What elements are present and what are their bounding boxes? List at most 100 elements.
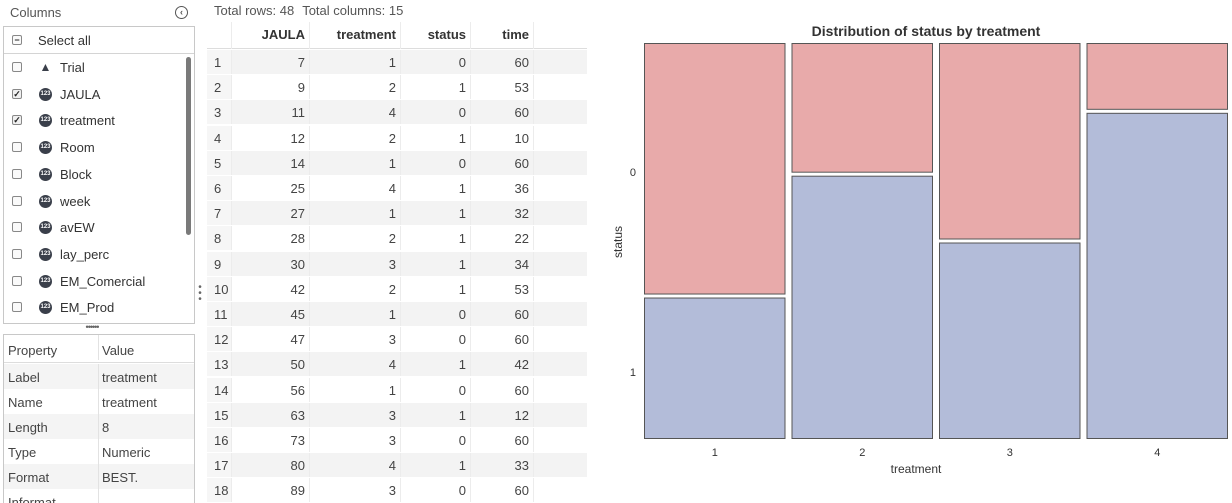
- column-checkbox[interactable]: ✓: [12, 115, 22, 126]
- table-cell[interactable]: 60: [514, 382, 529, 398]
- table-cell[interactable]: 10: [514, 130, 529, 146]
- column-header-status[interactable]: status: [427, 27, 466, 42]
- table-cell[interactable]: 4: [388, 105, 396, 121]
- table-cell[interactable]: 42: [290, 281, 305, 297]
- table-cell[interactable]: 42: [514, 357, 529, 373]
- table-cell[interactable]: 60: [514, 433, 529, 448]
- table-cell[interactable]: 1: [458, 281, 466, 297]
- table-cell[interactable]: 32: [514, 206, 529, 222]
- table-cell[interactable]: 0: [458, 433, 466, 448]
- table-row[interactable]: 11 45 1 0 60: [207, 302, 587, 326]
- table-cell[interactable]: 60: [514, 155, 529, 171]
- table-cell[interactable]: 12: [514, 407, 529, 423]
- table-cell[interactable]: 60: [514, 307, 529, 322]
- table-cell[interactable]: 1: [458, 206, 466, 222]
- table-cell[interactable]: 4: [388, 181, 396, 196]
- column-list-item[interactable]: ✓ 123 treatment: [4, 107, 194, 134]
- table-row[interactable]: 9 30 3 1 34: [207, 251, 587, 276]
- table-cell[interactable]: 2: [388, 130, 396, 146]
- table-cell[interactable]: 45: [290, 307, 305, 322]
- column-checkbox[interactable]: [12, 168, 22, 179]
- table-cell[interactable]: 0: [458, 55, 466, 70]
- table-cell[interactable]: 0: [458, 483, 466, 499]
- table-cell[interactable]: 1: [458, 80, 466, 96]
- table-cell[interactable]: 0: [458, 307, 466, 322]
- table-cell[interactable]: 4: [388, 357, 396, 373]
- table-cell[interactable]: 36: [514, 181, 529, 196]
- table-cell[interactable]: 28: [290, 231, 305, 247]
- column-list-scrollbar[interactable]: [186, 57, 191, 235]
- column-list-item[interactable]: 123 EM_Prod: [4, 294, 194, 321]
- table-cell[interactable]: 1: [458, 231, 466, 247]
- table-cell[interactable]: 0: [458, 155, 466, 171]
- vertical-splitter-handle[interactable]: • • •: [198, 282, 202, 305]
- table-cell[interactable]: 14: [290, 155, 305, 171]
- table-cell[interactable]: 53: [514, 80, 529, 96]
- column-list-item[interactable]: 123 week: [4, 188, 194, 215]
- table-cell[interactable]: 3: [388, 433, 396, 448]
- column-checkbox[interactable]: [12, 62, 22, 72]
- table-cell[interactable]: 11: [291, 105, 306, 121]
- table-row[interactable]: 4 12 2 1 10: [207, 125, 587, 150]
- column-checkbox[interactable]: [12, 275, 22, 286]
- table-row[interactable]: 8 28 2 1 22: [207, 226, 587, 251]
- column-list-item[interactable]: 123 lay_perc: [4, 241, 194, 268]
- select-all-checkbox[interactable]: −: [12, 35, 22, 45]
- column-list-item[interactable]: 123 EM_Comercial: [4, 268, 194, 295]
- table-cell[interactable]: 1: [388, 55, 396, 70]
- table-cell[interactable]: 1: [458, 458, 466, 474]
- column-list-item[interactable]: 123 Room: [4, 134, 194, 161]
- column-header-jaula[interactable]: JAULA: [261, 27, 305, 42]
- table-cell[interactable]: 0: [458, 382, 466, 398]
- table-row[interactable]: 15 63 3 1 12: [207, 402, 587, 427]
- table-row[interactable]: 5 14 1 0 60: [207, 150, 587, 175]
- table-cell[interactable]: 27: [290, 206, 305, 222]
- table-cell[interactable]: 12: [290, 130, 305, 146]
- table-cell[interactable]: 34: [514, 256, 529, 272]
- table-cell[interactable]: 0: [458, 332, 466, 348]
- table-cell[interactable]: 50: [290, 357, 305, 373]
- table-cell[interactable]: 3: [388, 407, 396, 423]
- table-cell[interactable]: 2: [388, 281, 396, 297]
- column-header-time[interactable]: time: [502, 27, 529, 42]
- table-row[interactable]: 3 11 4 0 60: [207, 100, 587, 125]
- table-cell[interactable]: 53: [514, 281, 529, 297]
- column-list-item[interactable]: ✓ 123 JAULA: [4, 81, 194, 108]
- table-cell[interactable]: 73: [290, 433, 305, 448]
- column-list-item[interactable]: 123 Block: [4, 161, 194, 188]
- table-cell[interactable]: 1: [458, 256, 466, 272]
- table-cell[interactable]: 4: [388, 458, 396, 474]
- column-checkbox[interactable]: [12, 195, 22, 206]
- table-cell[interactable]: 60: [514, 332, 529, 348]
- table-cell[interactable]: 0: [458, 105, 466, 121]
- column-checkbox[interactable]: [12, 142, 22, 153]
- table-cell[interactable]: 3: [388, 332, 396, 348]
- table-row[interactable]: 7 27 1 1 32: [207, 201, 587, 226]
- table-row[interactable]: 18 89 3 0 60: [207, 478, 587, 503]
- table-cell[interactable]: 7: [297, 55, 305, 70]
- table-cell[interactable]: 1: [458, 357, 466, 373]
- table-cell[interactable]: 63: [290, 407, 305, 423]
- table-cell[interactable]: 9: [297, 80, 305, 96]
- table-cell[interactable]: 3: [388, 256, 396, 272]
- table-row[interactable]: 16 73 3 0 60: [207, 428, 587, 452]
- table-row[interactable]: 14 56 1 0 60: [207, 377, 587, 402]
- column-list-item[interactable]: 123 avEW: [4, 214, 194, 241]
- table-row[interactable]: 10 42 2 1 53: [207, 276, 587, 301]
- column-checkbox[interactable]: [12, 248, 22, 259]
- table-cell[interactable]: 1: [388, 155, 396, 171]
- select-all-row[interactable]: − Select all: [4, 27, 194, 54]
- table-cell[interactable]: 89: [290, 483, 305, 499]
- column-header-treatment[interactable]: treatment: [336, 27, 396, 42]
- column-list-item[interactable]: ▲ Trial: [4, 54, 194, 81]
- table-row[interactable]: 2 9 2 1 53: [207, 75, 587, 100]
- table-cell[interactable]: 80: [290, 458, 305, 474]
- table-cell[interactable]: 22: [514, 231, 529, 247]
- table-cell[interactable]: 2: [388, 80, 396, 96]
- table-cell[interactable]: 1: [388, 307, 396, 322]
- table-cell[interactable]: 33: [514, 458, 529, 474]
- table-cell[interactable]: 3: [388, 483, 396, 499]
- table-cell[interactable]: 1: [388, 382, 396, 398]
- column-checkbox[interactable]: [12, 302, 22, 313]
- column-checkbox[interactable]: ✓: [12, 88, 22, 99]
